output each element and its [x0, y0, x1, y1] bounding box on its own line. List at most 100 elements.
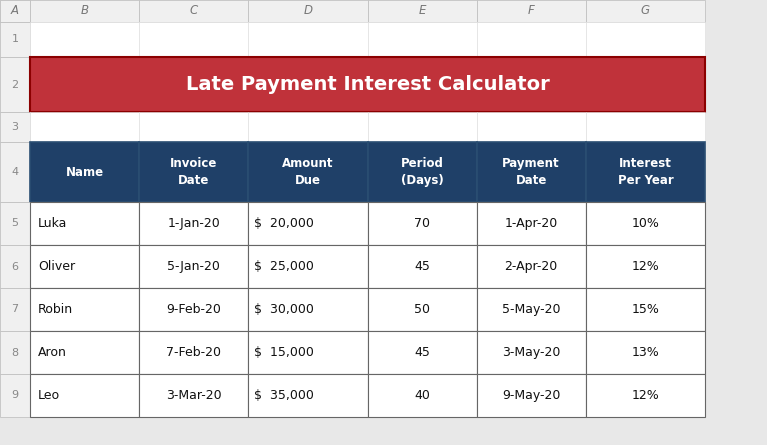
Bar [586, 245, 705, 288]
Text: 70: 70 [414, 217, 430, 230]
Bar [249, 22, 367, 57]
Text: Period
(Days): Period (Days) [400, 157, 443, 187]
Text: Late Payment Interest Calculator: Late Payment Interest Calculator [186, 75, 549, 94]
Bar [0, 245, 30, 288]
Bar [367, 374, 476, 417]
Text: 45: 45 [414, 260, 430, 273]
Text: Payment
Date: Payment Date [502, 157, 560, 187]
Text: 1-Apr-20: 1-Apr-20 [505, 217, 558, 230]
Text: 15%: 15% [631, 303, 660, 316]
Bar [139, 245, 249, 288]
Text: 5: 5 [12, 218, 18, 228]
Bar [30, 331, 139, 374]
Bar [139, 202, 249, 245]
Bar [0, 202, 30, 245]
Text: 10%: 10% [631, 217, 660, 230]
Text: F: F [528, 4, 535, 17]
Text: $  20,000: $ 20,000 [254, 217, 314, 230]
Bar [367, 142, 476, 202]
Bar [0, 0, 30, 22]
Text: 3-Mar-20: 3-Mar-20 [166, 389, 222, 402]
Bar [30, 22, 139, 57]
Bar [476, 202, 586, 245]
Text: B: B [81, 4, 88, 17]
Bar [367, 202, 476, 245]
Text: 12%: 12% [631, 260, 660, 273]
Text: 12%: 12% [631, 389, 660, 402]
Bar [249, 142, 367, 202]
Text: $  30,000: $ 30,000 [254, 303, 314, 316]
Text: 9-May-20: 9-May-20 [502, 389, 561, 402]
Text: $  35,000: $ 35,000 [254, 389, 314, 402]
Bar [586, 112, 705, 142]
Text: 3: 3 [12, 122, 18, 132]
Bar [586, 288, 705, 331]
Bar [139, 22, 249, 57]
Bar [586, 142, 705, 202]
Text: Luka: Luka [38, 217, 67, 230]
Text: 5-May-20: 5-May-20 [502, 303, 561, 316]
Bar [249, 288, 367, 331]
Text: Oliver: Oliver [38, 260, 75, 273]
Bar [367, 288, 476, 331]
Bar [30, 112, 139, 142]
Text: A: A [11, 4, 19, 17]
Bar [139, 288, 249, 331]
Bar [0, 112, 30, 142]
Text: 50: 50 [414, 303, 430, 316]
Text: 9-Feb-20: 9-Feb-20 [166, 303, 221, 316]
Bar [249, 245, 367, 288]
Text: 2: 2 [12, 80, 18, 89]
Bar [367, 245, 476, 288]
Text: Amount
Due: Amount Due [282, 157, 334, 187]
Text: Leo: Leo [38, 389, 60, 402]
Bar [476, 0, 586, 22]
Bar [476, 142, 586, 202]
Bar [367, 112, 476, 142]
Bar [30, 374, 139, 417]
Bar [139, 331, 249, 374]
Bar [249, 202, 367, 245]
Bar [30, 288, 139, 331]
Text: 13%: 13% [631, 346, 660, 359]
Bar [30, 57, 705, 112]
Text: Robin: Robin [38, 303, 73, 316]
Text: Invoice
Date: Invoice Date [170, 157, 217, 187]
Bar [0, 142, 30, 202]
Bar [367, 22, 476, 57]
Bar [586, 331, 705, 374]
Bar [139, 112, 249, 142]
Text: $  25,000: $ 25,000 [254, 260, 314, 273]
Text: 2-Apr-20: 2-Apr-20 [505, 260, 558, 273]
Bar [0, 331, 30, 374]
Bar [249, 331, 367, 374]
Text: 45: 45 [414, 346, 430, 359]
Text: 6: 6 [12, 262, 18, 271]
Bar [0, 288, 30, 331]
Bar [139, 0, 249, 22]
Text: Interest
Per Year: Interest Per Year [617, 157, 673, 187]
Text: 7-Feb-20: 7-Feb-20 [166, 346, 221, 359]
Bar [30, 202, 139, 245]
Bar [367, 331, 476, 374]
Text: 5-Jan-20: 5-Jan-20 [167, 260, 220, 273]
Bar [249, 374, 367, 417]
Text: E: E [418, 4, 426, 17]
Text: 4: 4 [12, 167, 18, 177]
Bar [586, 374, 705, 417]
Bar [249, 0, 367, 22]
Bar [0, 22, 30, 57]
Text: D: D [304, 4, 312, 17]
Bar [586, 22, 705, 57]
Text: 40: 40 [414, 389, 430, 402]
Bar [476, 22, 586, 57]
Text: 3-May-20: 3-May-20 [502, 346, 561, 359]
Bar [476, 374, 586, 417]
Bar [586, 0, 705, 22]
Text: 9: 9 [12, 391, 18, 400]
Text: Name: Name [65, 166, 104, 178]
Text: G: G [641, 4, 650, 17]
Bar [0, 0, 30, 22]
Bar [367, 0, 476, 22]
Text: 1-Jan-20: 1-Jan-20 [167, 217, 220, 230]
